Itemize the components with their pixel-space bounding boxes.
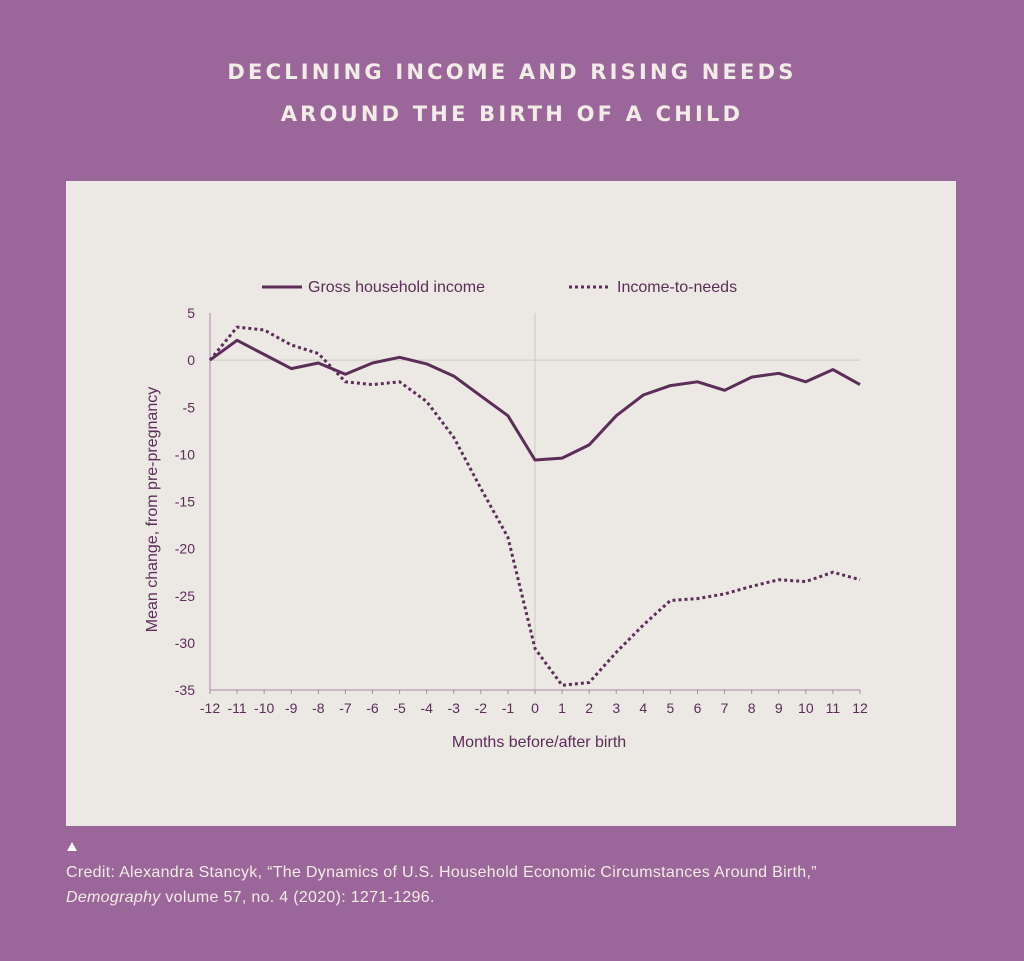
x-tick-label: 4 (639, 700, 647, 716)
x-tick-label: -12 (200, 700, 220, 716)
y-tick-label: -20 (175, 541, 195, 557)
x-tick-label: -4 (420, 700, 433, 716)
x-tick-label: 8 (748, 700, 756, 716)
x-axis-label: Months before/after birth (452, 734, 626, 751)
chart-panel: Gross household income Income-to-needs 5… (66, 181, 956, 826)
legend: Gross household income Income-to-needs (262, 279, 737, 296)
y-tick-label: 0 (187, 352, 195, 368)
legend-label-income-to-needs: Income-to-needs (617, 279, 737, 296)
series-line-gross-income (209, 338, 861, 462)
x-tick-label: -7 (339, 700, 352, 716)
x-tick-label: -2 (475, 700, 488, 716)
x-tick-label: 0 (531, 700, 539, 716)
credit-line: Credit: Alexandra Stancyk, “The Dynamics… (66, 864, 817, 881)
x-tick-label: 12 (852, 700, 868, 716)
credit-citation: Demography volume 57, no. 4 (2020): 1271… (66, 889, 435, 907)
chart-grid (210, 313, 860, 690)
chart-axes: 50-5-10-15-20-25-30-35-12 -11 -10 -9 -8 -7 -6-… (175, 305, 868, 716)
triangle-icon (67, 842, 77, 851)
credit-journal: Demography (66, 889, 161, 906)
series-line-income-to-needs (208, 325, 861, 687)
x-tick-label: 3 (612, 700, 620, 716)
chart-title-line-1: DECLINING INCOME AND RISING NEEDS (227, 60, 797, 84)
line-chart: Gross household income Income-to-needs 5… (144, 279, 868, 751)
credit-volume: volume 57, no. 4 (2020): 1271-1296. (160, 889, 435, 906)
chart-title-line-2: AROUND THE BIRTH OF A CHILD (280, 102, 744, 126)
x-tick-label: 6 (694, 700, 702, 716)
y-tick-label: -15 (175, 494, 195, 510)
x-tick-label: 11 (826, 700, 841, 716)
x-tick-label: 10 (798, 700, 814, 716)
x-tick-label: -11 (227, 700, 246, 716)
chart-series (208, 325, 861, 687)
y-tick-label: -30 (175, 635, 195, 651)
x-tick-label: 7 (721, 700, 729, 716)
y-tick-label: -35 (175, 682, 195, 698)
y-axis-label: Mean change, from pre-pregnancy (144, 387, 161, 632)
x-tick-label: 1 (558, 700, 566, 716)
x-tick-label: -1 (502, 700, 515, 716)
x-tick-label: -8 (312, 700, 325, 716)
x-tick-label: 2 (585, 700, 593, 716)
y-tick-label: -5 (183, 399, 196, 415)
x-tick-label: 9 (775, 700, 783, 716)
x-tick-label: -5 (393, 700, 406, 716)
legend-label-gross-income: Gross household income (308, 279, 485, 296)
x-tick-label: -9 (285, 700, 298, 716)
x-tick-label: -10 (254, 700, 274, 716)
y-tick-label: -10 (175, 446, 195, 462)
x-tick-label: -3 (448, 700, 461, 716)
y-tick-label: 5 (187, 305, 195, 321)
x-tick-label: -6 (366, 700, 379, 716)
x-tick-label: 5 (667, 700, 675, 716)
y-tick-label: -25 (175, 588, 195, 604)
